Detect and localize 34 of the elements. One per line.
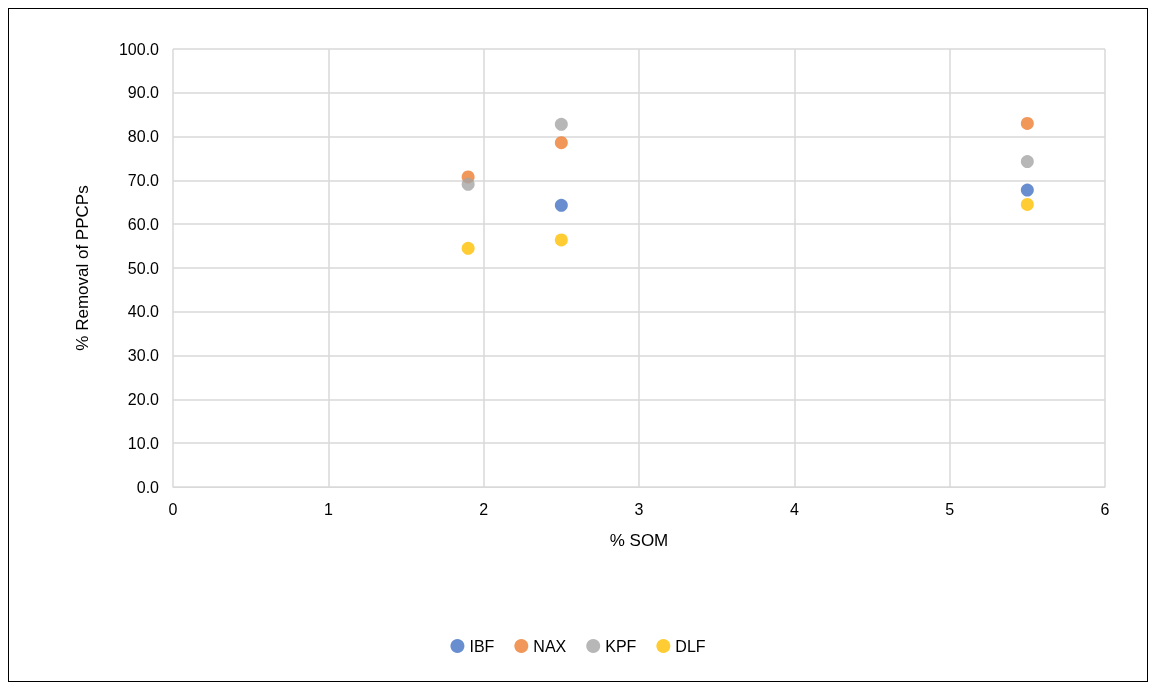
x-tick-label: 2 [479,500,489,518]
y-tick-label: 70.0 [127,171,160,189]
point [554,233,568,247]
point [554,198,568,212]
legend-label: IBF [469,637,495,655]
x-tick-label: 6 [1100,500,1110,518]
y-tick-label: 100.0 [118,40,160,58]
x-tick-label: 1 [323,500,333,518]
point [554,117,568,131]
y-tick-label: 60.0 [127,215,160,233]
y-tick-label: 30.0 [127,347,160,365]
point [1020,155,1034,169]
y-tick-label: 20.0 [127,390,160,408]
point [461,241,475,255]
y-tick-label: 0.0 [136,478,160,496]
legend-label: DLF [675,637,706,655]
y-tick-label: 40.0 [127,303,160,321]
y-axis-title: % Removal of PPCPs [73,185,92,351]
y-tick-label: 90.0 [127,84,160,102]
y-tick-label: 80.0 [127,128,160,146]
x-tick-label: 5 [945,500,955,518]
legend-label: KPF [605,637,637,655]
y-tick-label: 50.0 [127,259,160,277]
point [461,177,475,191]
y-tick-label: 10.0 [127,434,160,452]
x-axis-title: % SOM [609,531,669,550]
point [1020,197,1034,211]
point [554,136,568,150]
x-tick-label: 4 [789,500,799,518]
x-tick-label: 0 [168,500,178,518]
legend-label: NAX [533,637,567,655]
x-tick-label: 3 [634,500,644,518]
point [1020,183,1034,197]
point [1020,116,1034,130]
